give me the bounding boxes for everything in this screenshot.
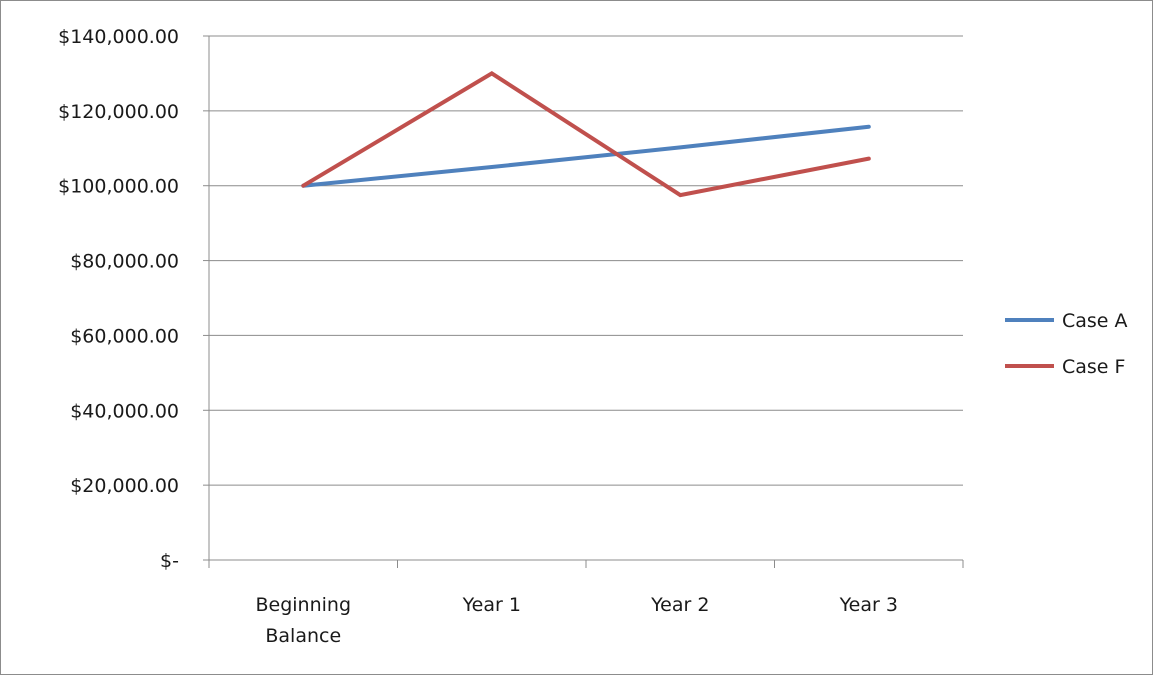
series-lines bbox=[301, 71, 871, 198]
x-axis-tick-labels: Beginning Balance Year 1 Year 2 Year 3 bbox=[255, 594, 897, 647]
legend-label: Case A bbox=[1062, 310, 1128, 332]
y-tick-label: $- bbox=[160, 550, 179, 572]
y-tick-label: $100,000.00 bbox=[58, 176, 179, 198]
legend: Case A Case F bbox=[1005, 310, 1128, 378]
y-tick-label: $120,000.00 bbox=[58, 101, 179, 123]
axes bbox=[203, 35, 964, 568]
y-tick-label: $80,000.00 bbox=[70, 251, 179, 273]
legend-label: Case F bbox=[1062, 356, 1125, 378]
gridlines bbox=[209, 35, 963, 486]
x-tick-label: Year 3 bbox=[839, 594, 898, 616]
x-tick-label: Year 1 bbox=[462, 594, 521, 616]
y-tick-label: $140,000.00 bbox=[58, 26, 179, 48]
y-axis-tick-labels: $- $20,000.00 $40,000.00 $60,000.00 $80,000.… bbox=[58, 26, 179, 572]
y-tick-label: $40,000.00 bbox=[70, 400, 179, 422]
x-tick-label: Year 2 bbox=[650, 594, 709, 616]
series-line-case-a bbox=[301, 124, 871, 188]
y-tick-label: $60,000.00 bbox=[70, 325, 179, 347]
y-tick-label: $20,000.00 bbox=[70, 475, 179, 497]
x-tick-label: Beginning Balance bbox=[255, 594, 351, 647]
series-line-case-f bbox=[301, 71, 871, 198]
